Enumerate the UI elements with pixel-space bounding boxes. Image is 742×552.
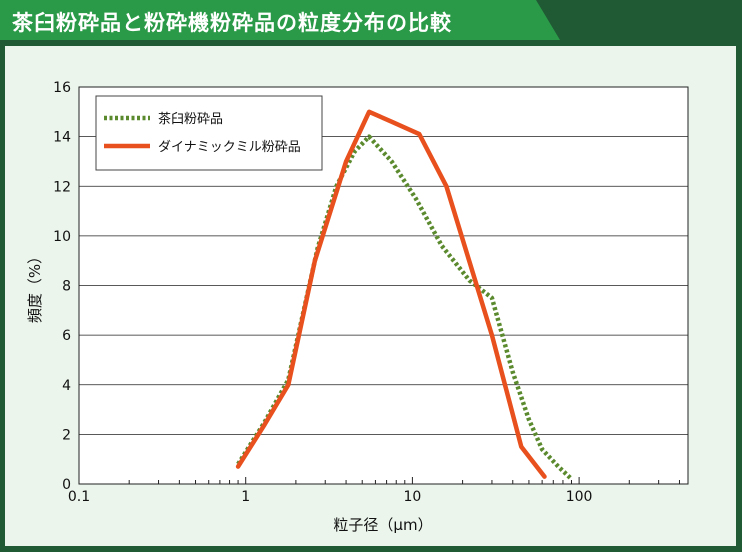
- x-axis-label: 粒子径（μm）: [333, 516, 432, 534]
- x-tick-label: 1: [241, 489, 250, 505]
- y-tick-label: 4: [62, 378, 71, 394]
- y-axis-label: 頻度（%）: [26, 249, 44, 323]
- grid-lines: [79, 136, 688, 435]
- series-line-dynamic-mill: [235, 109, 547, 479]
- title-bar: [0, 0, 560, 40]
- series-layer: [235, 109, 574, 481]
- y-tick-label: 0: [62, 477, 71, 493]
- chart-title: 茶臼粉砕品と粉砕機粉砕品の粒度分布の比較: [12, 11, 452, 35]
- y-tick-label: 16: [53, 80, 71, 96]
- y-tick-label: 2: [62, 427, 71, 443]
- y-tick-label: 6: [62, 328, 71, 344]
- axis-ticks: 0 2 4 6 8 10 12 14 16 0.1 1 10 100: [53, 80, 680, 505]
- y-tick-label: 10: [53, 229, 71, 245]
- x-tick-label: 100: [566, 489, 593, 505]
- legend-label-dynamic-mill: ダイナミックミル粉砕品: [158, 140, 301, 155]
- y-tick-label: 12: [53, 179, 71, 195]
- y-tick-label: 14: [53, 130, 71, 146]
- x-tick-label: 10: [403, 489, 421, 505]
- legend-box: [95, 95, 323, 171]
- x-tick-label: 0.1: [68, 489, 90, 505]
- y-tick-label: 8: [62, 279, 71, 295]
- legend-label-tea-mill: 茶臼粉砕品: [158, 111, 223, 127]
